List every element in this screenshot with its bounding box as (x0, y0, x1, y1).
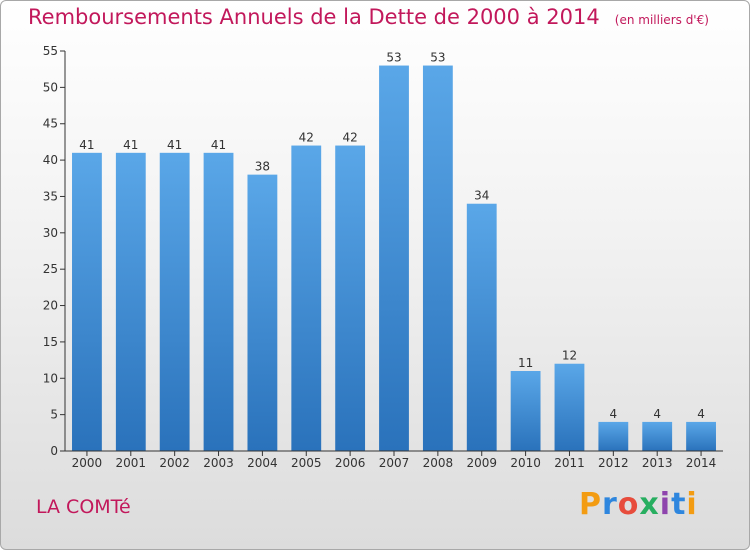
bar-value-label: 38 (255, 160, 270, 174)
bar (686, 421, 716, 451)
logo-letter: i (659, 487, 672, 522)
bar-value-label: 42 (342, 131, 357, 145)
y-tick-label: 35 (43, 189, 58, 203)
bar-value-label: 11 (518, 356, 533, 370)
x-tick-label: 2003 (203, 456, 234, 470)
bar-value-label: 42 (299, 131, 314, 145)
logo-letter: o (617, 487, 640, 522)
bar-value-label: 41 (79, 138, 94, 152)
bar-value-label: 41 (167, 138, 182, 152)
y-axis: 0 5 10 15 20 25 30 35 40 45 50 55 (43, 44, 66, 458)
bar-value-label: 4 (697, 407, 705, 421)
x-tick-label: 2000 (72, 456, 103, 470)
bar (291, 145, 322, 451)
bar-value-label: 4 (610, 407, 618, 421)
x-tick-label: 2014 (686, 456, 717, 470)
logo-letter: t (671, 487, 687, 522)
y-tick-label: 40 (43, 153, 58, 167)
y-tick-label: 10 (43, 371, 58, 385)
x-tick-label: 2008 (423, 456, 454, 470)
bar (247, 174, 278, 452)
bar-value-label: 53 (430, 51, 445, 65)
logo-letter: i (686, 487, 698, 522)
bar-value-label: 34 (474, 189, 489, 203)
x-tick-label: 2012 (598, 456, 629, 470)
bar (642, 421, 673, 451)
y-tick-label: 25 (43, 262, 58, 276)
bar-value-label: 53 (386, 51, 401, 65)
bar (379, 65, 409, 451)
bar (72, 152, 102, 451)
bar-value-label: 41 (211, 138, 226, 152)
y-tick-label: 30 (43, 226, 58, 240)
x-tick-label: 2011 (554, 456, 585, 470)
chart-title: Remboursements Annuels de la Dette de 20… (28, 5, 600, 29)
y-tick-label: 15 (43, 335, 58, 349)
place-name: LA COMTé (36, 496, 131, 518)
y-tick-label: 20 (43, 299, 58, 313)
x-tick-label: 2009 (466, 456, 497, 470)
bar (115, 152, 146, 451)
x-tick-label: 2005 (291, 456, 322, 470)
x-tick-label: 2001 (116, 456, 147, 470)
title-line: Remboursements Annuels de la Dette de 20… (28, 5, 709, 29)
bar (335, 145, 366, 451)
x-tick-label: 2013 (642, 456, 673, 470)
bar (422, 65, 453, 451)
y-tick-label: 50 (43, 80, 58, 94)
y-tick-label: 55 (43, 44, 58, 58)
bar (554, 363, 585, 451)
y-tick-label: 0 (50, 444, 58, 458)
bar-value-label: 12 (562, 349, 577, 363)
x-tick-label: 2006 (335, 456, 366, 470)
y-tick-label: 5 (50, 408, 58, 422)
x-tick-label: 2004 (247, 456, 278, 470)
proxiti-logo: Proxiti (579, 487, 698, 522)
bar-value-label: 4 (653, 407, 661, 421)
bar-value-label: 41 (123, 138, 138, 152)
logo-letter: P (579, 487, 602, 522)
x-tick-label: 2010 (510, 456, 541, 470)
bars: 41 41 41 41 38 42 42 53 53 34 11 12 4 4 4 (72, 51, 716, 452)
bar (466, 203, 497, 451)
logo-letter: x (639, 487, 660, 522)
bar (598, 421, 629, 451)
logo-letter: r (602, 487, 618, 522)
x-axis: 2000 2001 2002 2003 2004 2005 2006 2007 2008 2009… (65, 450, 723, 470)
bar (159, 152, 190, 451)
x-tick-label: 2007 (379, 456, 410, 470)
bar (203, 152, 234, 451)
bar (510, 371, 541, 451)
y-tick-label: 45 (43, 117, 58, 131)
chart-subtitle: (en milliers d'€) (614, 13, 709, 27)
x-tick-label: 2002 (159, 456, 190, 470)
